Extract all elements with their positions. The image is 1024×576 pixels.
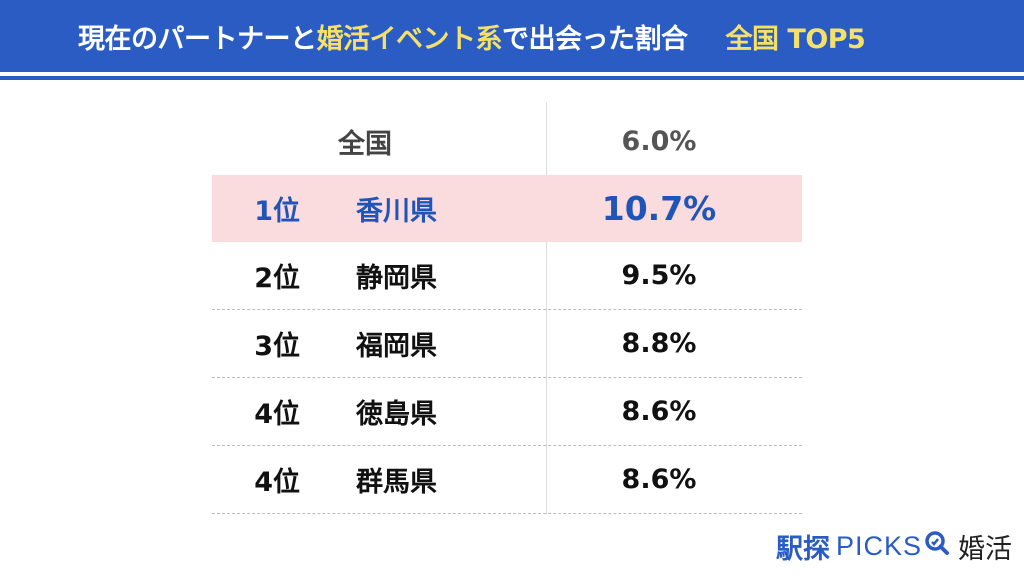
percentage-value: 9.5% (621, 260, 697, 291)
percentage-value: 8.6% (621, 464, 697, 495)
logo-picks: PICKS (835, 531, 922, 561)
ranking-table: 全国 6.0% 1位 香川県 10.7% 2位 静岡県 9.5% 3位 福岡県 8.8% 4位 徳島… (212, 108, 802, 514)
rank-label: 3位 (254, 331, 300, 362)
prefecture-label: 徳島県 (356, 399, 437, 430)
prefecture-label: 福岡県 (356, 331, 437, 362)
title-highlight: 婚活イベント系 (316, 23, 503, 55)
ranking-row: 4位 徳島県 8.6% (212, 378, 802, 446)
prefecture-label: 静岡県 (356, 263, 437, 294)
ranking-row: 4位 群馬県 8.6% (212, 446, 802, 514)
percentage-value: 8.6% (621, 396, 697, 427)
header-divider-line (0, 76, 1024, 80)
ranking-row: 1位 香川県 10.7% (212, 175, 802, 242)
magnifier-icon (924, 530, 950, 563)
page-title: 現在のパートナーと 婚活イベント系 で出会った割合 全国 TOP5 (78, 0, 866, 72)
brand-logo: 駅探 PICKS 婚活 (776, 527, 1012, 566)
national-label: 全国 (338, 129, 392, 160)
rank-label: 4位 (254, 467, 300, 498)
ranking-row: 3位 福岡県 8.8% (212, 310, 802, 378)
title-part1: 現在のパートナーと (78, 23, 317, 55)
prefecture-label: 香川県 (356, 196, 437, 227)
rank-label: 1位 (254, 196, 300, 227)
national-value: 6.0% (621, 126, 697, 157)
ranking-row: 2位 静岡県 9.5% (212, 242, 802, 310)
rank-label: 4位 (254, 399, 300, 430)
rank-label: 2位 (254, 263, 300, 294)
logo-brand: 駅探 (775, 534, 830, 565)
percentage-value: 10.7% (601, 189, 717, 228)
header-bar: 現在のパートナーと 婚活イベント系 で出会った割合 全国 TOP5 (0, 0, 1024, 72)
percentage-value: 8.8% (621, 328, 697, 359)
title-part2: で出会った割合 (502, 23, 688, 55)
title-scope: 全国 TOP5 (725, 23, 866, 55)
table-column-divider (546, 102, 547, 514)
logo-section: 婚活 (958, 534, 1012, 565)
prefecture-label: 群馬県 (356, 467, 437, 498)
national-row: 全国 6.0% (212, 108, 802, 175)
